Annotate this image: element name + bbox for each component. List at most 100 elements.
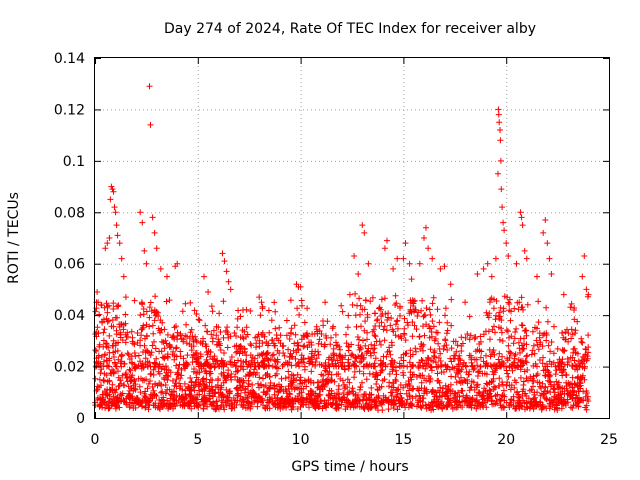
data-point bbox=[431, 389, 437, 396]
data-point bbox=[362, 318, 369, 325]
data-point bbox=[173, 353, 180, 360]
data-point bbox=[236, 350, 243, 357]
data-point bbox=[388, 315, 395, 322]
data-point bbox=[313, 323, 320, 330]
data-point bbox=[128, 385, 135, 391]
data-point bbox=[329, 360, 336, 367]
data-point bbox=[103, 357, 110, 364]
data-point bbox=[278, 395, 285, 402]
data-point bbox=[536, 383, 543, 390]
data-point bbox=[315, 351, 322, 358]
data-point bbox=[371, 345, 378, 352]
data-point bbox=[301, 363, 308, 370]
data-point bbox=[149, 214, 156, 221]
data-point bbox=[132, 381, 139, 388]
data-point bbox=[218, 357, 225, 364]
data-point bbox=[559, 399, 566, 406]
data-point bbox=[158, 326, 165, 333]
data-point bbox=[512, 405, 519, 412]
data-point bbox=[110, 188, 117, 195]
data-point bbox=[95, 395, 101, 401]
data-point bbox=[427, 363, 434, 370]
data-point bbox=[496, 383, 503, 389]
data-point bbox=[426, 405, 433, 411]
data-point bbox=[146, 304, 153, 311]
data-point bbox=[116, 240, 123, 247]
x-tick-label: 25 bbox=[600, 432, 618, 448]
data-point bbox=[295, 347, 302, 354]
data-point bbox=[146, 314, 153, 321]
data-point bbox=[350, 352, 356, 359]
data-point bbox=[496, 336, 503, 343]
data-point bbox=[438, 362, 445, 369]
data-point bbox=[196, 317, 203, 324]
data-point bbox=[436, 345, 443, 352]
data-point bbox=[107, 196, 114, 203]
data-point bbox=[150, 366, 157, 373]
data-point bbox=[215, 338, 222, 345]
data-point bbox=[176, 380, 183, 387]
data-point bbox=[308, 388, 315, 395]
data-point bbox=[277, 386, 284, 393]
data-point bbox=[400, 384, 407, 391]
data-point bbox=[505, 299, 512, 306]
data-point bbox=[495, 170, 501, 177]
data-point bbox=[190, 397, 197, 404]
data-point bbox=[112, 209, 119, 216]
y-tick-label: 0.06 bbox=[54, 257, 85, 273]
data-point bbox=[530, 342, 537, 349]
data-point bbox=[575, 373, 581, 380]
data-point bbox=[323, 403, 329, 410]
data-point bbox=[404, 319, 411, 326]
data-point bbox=[407, 297, 414, 304]
data-point bbox=[473, 392, 480, 399]
data-point bbox=[523, 375, 530, 382]
data-point bbox=[199, 340, 206, 347]
data-point bbox=[206, 370, 213, 377]
data-point bbox=[137, 362, 144, 369]
data-point bbox=[106, 235, 113, 241]
data-point bbox=[440, 385, 446, 392]
data-point bbox=[379, 407, 386, 414]
data-point bbox=[474, 381, 481, 388]
data-point bbox=[208, 363, 215, 370]
data-point bbox=[410, 361, 417, 368]
data-point bbox=[127, 367, 134, 374]
data-point bbox=[139, 325, 146, 332]
data-point bbox=[166, 386, 173, 393]
data-point bbox=[247, 308, 254, 314]
data-point bbox=[322, 378, 329, 385]
data-point bbox=[363, 395, 370, 402]
data-point bbox=[137, 337, 144, 344]
data-point bbox=[400, 362, 407, 369]
data-point bbox=[281, 352, 288, 359]
data-point bbox=[94, 289, 101, 295]
data-point bbox=[380, 326, 387, 333]
data-point bbox=[287, 399, 294, 406]
data-point bbox=[494, 400, 501, 407]
data-point bbox=[483, 380, 490, 387]
data-point bbox=[234, 368, 241, 375]
data-point bbox=[202, 322, 209, 329]
data-point bbox=[224, 373, 231, 380]
y-tick-label: 0.02 bbox=[54, 360, 85, 376]
data-point bbox=[220, 298, 227, 305]
data-point bbox=[416, 392, 423, 399]
data-point bbox=[279, 343, 286, 350]
data-point bbox=[456, 356, 463, 362]
data-point bbox=[550, 350, 557, 357]
data-point bbox=[492, 316, 499, 323]
data-point bbox=[569, 395, 576, 402]
data-point bbox=[421, 390, 428, 397]
data-point bbox=[201, 394, 207, 400]
data-point bbox=[327, 401, 334, 408]
data-point bbox=[104, 309, 111, 316]
data-point bbox=[544, 318, 551, 325]
data-point bbox=[352, 392, 359, 399]
data-point bbox=[444, 327, 451, 334]
data-point bbox=[118, 392, 125, 399]
data-point bbox=[498, 186, 505, 193]
data-point bbox=[498, 404, 505, 411]
data-point bbox=[232, 363, 239, 370]
data-point bbox=[103, 300, 110, 307]
